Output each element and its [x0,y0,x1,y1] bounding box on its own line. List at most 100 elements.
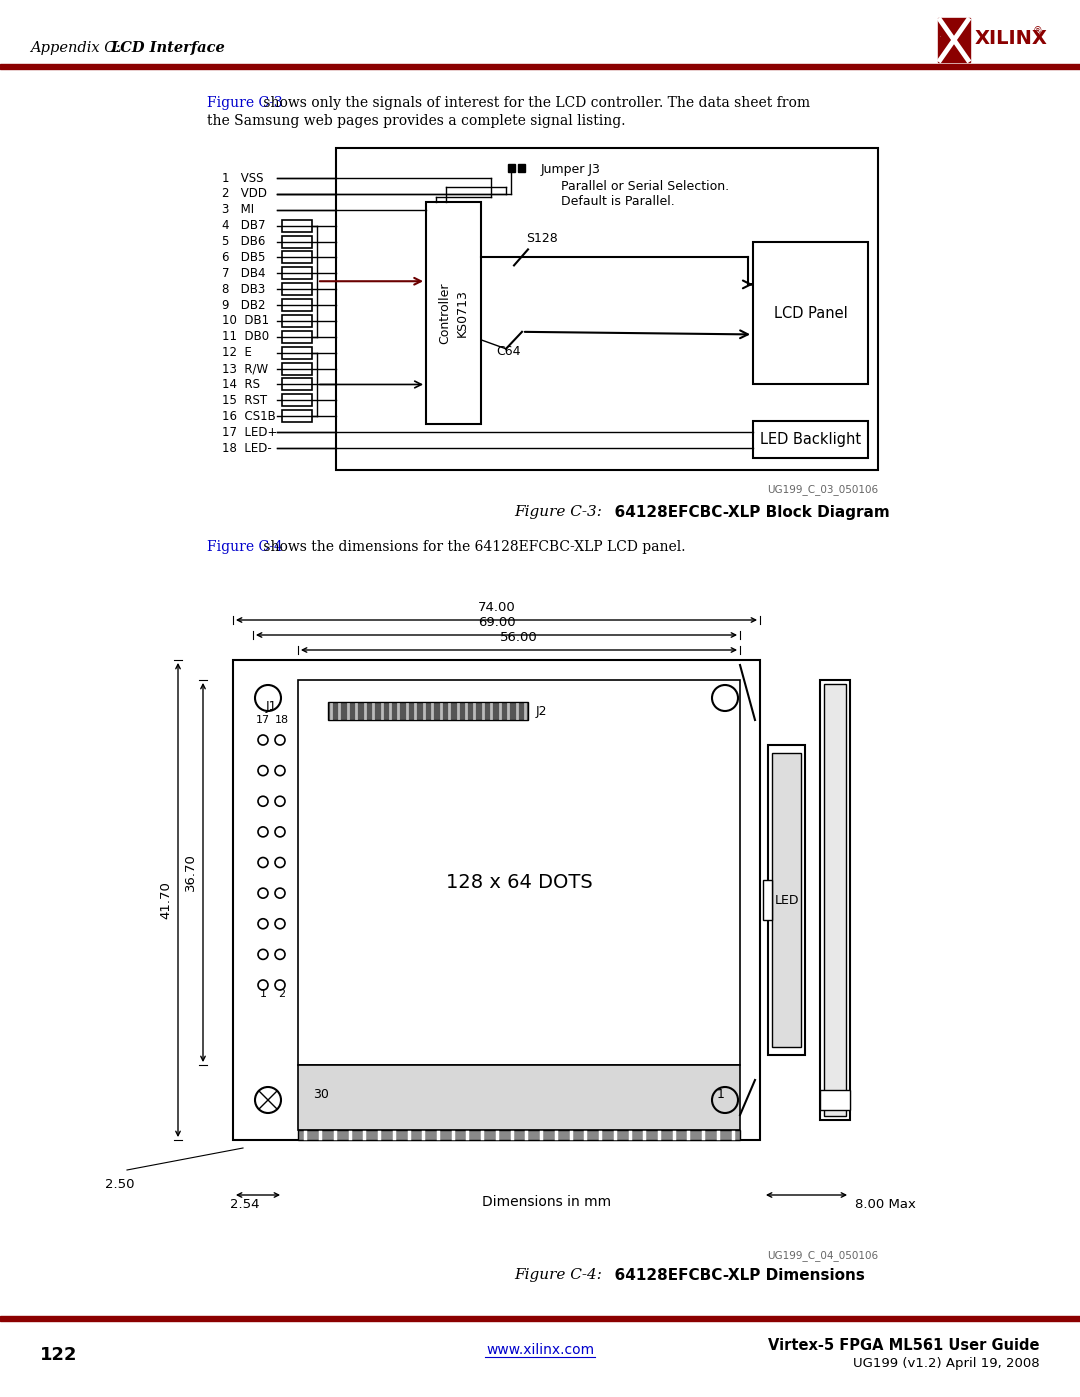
Bar [0,64,1080,68]
Bar [282,394,312,407]
Text: 36.70: 36.70 [184,854,197,891]
Text: Dimensions in mm: Dimensions in mm [482,1194,611,1208]
Text: ®: ® [1032,27,1043,36]
Bar [824,685,846,1116]
Text: 41.70: 41.70 [159,882,172,919]
Text: 17: 17 [256,715,270,725]
Text: Virtex-5 FPGA ML561 User Guide: Virtex-5 FPGA ML561 User Guide [769,1337,1040,1352]
Text: LCD Interface: LCD Interface [110,41,225,54]
Text: 74.00: 74.00 [477,601,515,615]
Text: 1: 1 [259,989,267,999]
Text: 30: 30 [313,1088,329,1101]
Bar [282,284,312,295]
Text: 1   VSS: 1 VSS [222,172,264,184]
Bar [768,745,805,1055]
Bar [508,163,515,172]
Text: shows the dimensions for the 64128EFCBC-XLP LCD panel.: shows the dimensions for the 64128EFCBC-… [259,541,686,555]
Text: UG199_C_03_050106: UG199_C_03_050106 [767,483,878,495]
Bar [939,15,1068,57]
Bar [820,1090,850,1111]
Text: Jumper J3: Jumper J3 [541,163,600,176]
Text: 56.00: 56.00 [500,631,538,644]
Text: Figure C-3: Figure C-3 [207,96,283,110]
Text: 15  RST: 15 RST [222,394,267,407]
Text: 4   DB7: 4 DB7 [222,219,266,232]
Text: S128: S128 [526,232,557,246]
Text: LED Backlight: LED Backlight [760,432,861,447]
Bar [233,659,760,1140]
Text: 18: 18 [275,715,289,725]
Text: C64: C64 [496,345,521,358]
Bar [298,680,740,1065]
Text: 8   DB3: 8 DB3 [222,282,266,296]
Text: shows only the signals of interest for the LCD controller. The data sheet from: shows only the signals of interest for t… [259,96,810,110]
Text: Parallel or Serial Selection.: Parallel or Serial Selection. [561,180,729,193]
Text: LED: LED [775,894,799,907]
Text: 69.00: 69.00 [477,616,515,629]
Text: 18  LED-: 18 LED- [222,441,272,454]
Text: 7   DB4: 7 DB4 [222,267,266,279]
Text: 12  E: 12 E [222,346,252,359]
Text: 10  DB1: 10 DB1 [222,314,269,327]
Bar [282,267,312,279]
Text: 14  RS: 14 RS [222,379,260,391]
Text: 6   DB5: 6 DB5 [222,251,266,264]
Text: Default is Parallel.: Default is Parallel. [561,196,675,208]
Text: 5   DB6: 5 DB6 [222,235,266,249]
Text: XILINX: XILINX [975,28,1048,47]
Bar [282,363,312,374]
Text: 11  DB0: 11 DB0 [222,330,269,344]
Text: 2   VDD: 2 VDD [222,187,267,200]
Text: 13  R/W: 13 R/W [222,362,268,374]
Text: 2: 2 [279,989,285,999]
Text: 2.54: 2.54 [230,1199,260,1211]
Text: J2: J2 [536,704,548,718]
Text: UG199 (v1.2) April 19, 2008: UG199 (v1.2) April 19, 2008 [853,1356,1040,1369]
Text: 9   DB2: 9 DB2 [222,299,266,312]
Text: Figure C-4: Figure C-4 [207,541,283,555]
Bar [282,331,312,342]
Text: J1: J1 [266,700,276,712]
Text: 122: 122 [40,1345,78,1363]
Bar [0,1316,1080,1322]
Text: 8.00 Max: 8.00 Max [855,1199,916,1211]
Bar [820,680,850,1120]
Bar [940,17,962,53]
Text: Figure C-3:: Figure C-3: [514,504,602,520]
Polygon shape [940,17,962,53]
Bar [426,201,481,425]
Text: UG199_C_04_050106: UG199_C_04_050106 [767,1250,878,1261]
Text: 64128EFCBC-XLP Dimensions: 64128EFCBC-XLP Dimensions [604,1268,865,1282]
Text: 3   MI: 3 MI [222,204,254,217]
Text: 17  LED+: 17 LED+ [222,426,278,439]
Text: 2.50: 2.50 [105,1178,135,1192]
Bar [298,1130,740,1140]
Bar [282,379,312,391]
Bar [939,18,970,61]
Bar [336,148,878,469]
Bar [753,422,868,458]
Bar [762,880,772,921]
Text: 1: 1 [717,1088,725,1101]
Bar [753,242,868,384]
Text: Appendix C:: Appendix C: [30,41,120,54]
Text: LCD Panel: LCD Panel [773,306,848,320]
Bar [518,163,525,172]
Text: 16  CS1B: 16 CS1B [222,409,275,423]
Bar [282,346,312,359]
Bar [282,411,312,422]
Bar [328,703,528,719]
Text: Controller
KS0713: Controller KS0713 [438,282,469,344]
Bar [282,299,312,312]
Bar [282,251,312,264]
Text: the Samsung web pages provides a complete signal listing.: the Samsung web pages provides a complet… [207,115,625,129]
Bar [298,1065,740,1130]
Text: 64128EFCBC-XLP Block Diagram: 64128EFCBC-XLP Block Diagram [604,504,890,520]
Text: 128 x 64 DOTS: 128 x 64 DOTS [446,873,592,893]
Bar [282,314,312,327]
Bar [772,753,801,1046]
Bar [282,236,312,247]
Text: www.xilinx.com: www.xilinx.com [486,1343,594,1356]
Bar [282,219,312,232]
Text: Figure C-4:: Figure C-4: [514,1268,602,1282]
